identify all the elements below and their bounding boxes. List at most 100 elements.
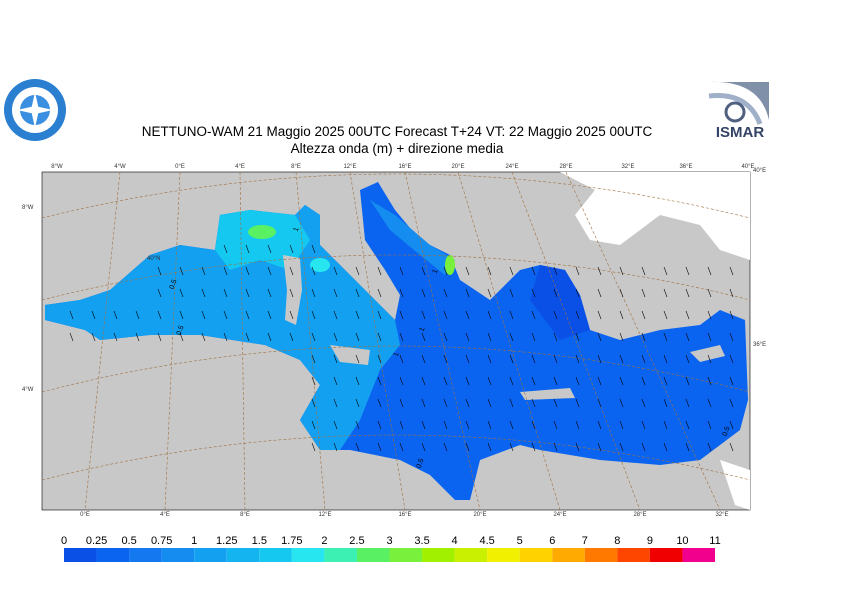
wave-arrow <box>201 332 206 342</box>
wave-arrow <box>619 376 624 386</box>
graticule-label: 20°E <box>451 164 464 170</box>
wave-arrow <box>685 354 690 364</box>
graticule-label: 12°E <box>318 512 331 518</box>
colorbar-label: 2 <box>321 535 327 547</box>
wave-arrow <box>135 332 140 342</box>
wave-arrow <box>377 354 382 364</box>
wave-arrow <box>421 266 426 276</box>
wave-arrow <box>399 332 404 342</box>
wave-arrow <box>355 442 360 452</box>
wave-arrow <box>443 310 448 320</box>
wave-arrow <box>421 442 426 452</box>
wave-arrow <box>157 332 162 342</box>
wave-arrow <box>619 354 624 364</box>
wave-arrow <box>685 376 690 386</box>
graticule-label: 36°E <box>753 342 766 348</box>
colorbar-label: 10 <box>676 535 688 547</box>
contour-label: 1 <box>393 351 401 357</box>
contour-label: 0.5 <box>169 279 179 291</box>
wave-arrow <box>355 420 360 430</box>
wave-arrow <box>201 288 206 298</box>
wave-arrow <box>465 310 470 320</box>
wave-arrow <box>377 332 382 342</box>
graticule-label: 12°E <box>343 164 356 170</box>
wave-arrow <box>619 266 624 276</box>
wave-arrow <box>355 332 360 342</box>
colorbar-label: 0.75 <box>151 535 172 547</box>
wave-arrow <box>465 398 470 408</box>
contour-label: 0.5 <box>416 458 426 470</box>
colorbar-label: 8 <box>614 535 620 547</box>
wave-arrow <box>465 354 470 364</box>
wave-arrow <box>333 420 338 430</box>
colorbar-swatch <box>96 548 130 562</box>
wave-arrow <box>311 310 316 320</box>
wave-arrow <box>443 420 448 430</box>
wave-arrow <box>355 354 360 364</box>
wave-arrow <box>487 442 492 452</box>
wave-arrow <box>333 332 338 342</box>
wave-arrow <box>641 354 646 364</box>
colorbar-swatch <box>389 548 423 562</box>
wave-arrow <box>113 310 118 320</box>
wave-arrow <box>685 266 690 276</box>
wave-arrow <box>663 332 668 342</box>
wave-arrow <box>377 376 382 386</box>
wave-arrow <box>663 266 668 276</box>
wave-arrow <box>113 332 118 342</box>
colorbar-swatch <box>519 548 553 562</box>
wave-arrow <box>267 244 272 254</box>
colorbar-label: 9 <box>647 535 653 547</box>
wave-arrow <box>707 266 712 276</box>
colorbar-swatch <box>64 548 97 562</box>
wave-arrow <box>355 288 360 298</box>
wave-arrow <box>223 332 228 342</box>
wave-arrow <box>553 310 558 320</box>
colorbar-label: 4.5 <box>480 535 495 547</box>
colorbar-swatch <box>487 548 520 562</box>
wave-arrow <box>311 398 316 408</box>
colorbar-swatch <box>552 548 585 562</box>
graticule-label: 32°E <box>621 164 634 170</box>
wave-arrow <box>421 354 426 364</box>
wave-arrow <box>597 310 602 320</box>
wave-arrow <box>553 420 558 430</box>
colorbar-label: 1.5 <box>252 535 267 547</box>
wave-arrow <box>487 288 492 298</box>
wave-arrow <box>333 376 338 386</box>
wave-arrow <box>465 288 470 298</box>
wave-arrow <box>377 310 382 320</box>
wave-arrow <box>729 310 734 320</box>
wave-arrow <box>465 332 470 342</box>
wave-arrow <box>707 376 712 386</box>
graticule-label: 8°E <box>291 164 301 170</box>
wave-arrow <box>377 442 382 452</box>
wave-arrow <box>531 354 536 364</box>
logo-right: ISMAR <box>708 78 771 141</box>
colorbar-swatch <box>649 548 683 562</box>
wave-arrow <box>597 376 602 386</box>
colorbar-label: 3 <box>386 535 392 547</box>
wave-arrow <box>91 310 96 320</box>
wave-arrow <box>685 310 690 320</box>
wave-arrow <box>91 332 96 342</box>
wave-arrow <box>597 288 602 298</box>
wave-arrow <box>311 420 316 430</box>
graticule-label: 28°E <box>633 512 646 518</box>
wave-arrow <box>443 288 448 298</box>
contour-label: 1 <box>419 326 427 332</box>
wave-arrow <box>575 442 580 452</box>
wave-arrow <box>377 398 382 408</box>
wave-arrow <box>707 288 712 298</box>
graticule-label: 16°E <box>398 164 411 170</box>
wave-arrow <box>641 398 646 408</box>
wave-arrow <box>509 398 514 408</box>
wave-arrow <box>399 442 404 452</box>
wave-arrow <box>201 310 206 320</box>
wave-arrow <box>531 288 536 298</box>
contour-label: 1 <box>432 268 440 274</box>
graticule-label: 36°E <box>679 164 692 170</box>
wave-arrow <box>245 332 250 342</box>
wave-arrow <box>333 354 338 364</box>
wave-arrow <box>509 288 514 298</box>
